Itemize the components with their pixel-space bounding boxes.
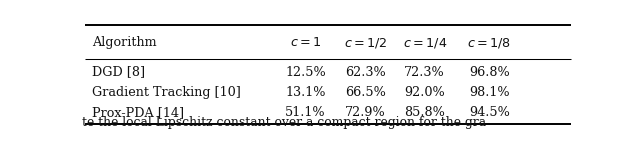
- Text: Prox-PDA [14]: Prox-PDA [14]: [92, 106, 184, 119]
- Text: $c=1/2$: $c=1/2$: [344, 36, 387, 50]
- Text: 12.5%: 12.5%: [285, 66, 326, 79]
- Text: 13.1%: 13.1%: [285, 86, 326, 99]
- Text: 62.3%: 62.3%: [345, 66, 385, 79]
- Text: 94.5%: 94.5%: [468, 106, 509, 119]
- Text: 66.5%: 66.5%: [345, 86, 386, 99]
- Text: 98.1%: 98.1%: [469, 86, 509, 99]
- Text: 96.8%: 96.8%: [469, 66, 509, 79]
- Text: 72.9%: 72.9%: [345, 106, 385, 119]
- Text: 72.3%: 72.3%: [404, 66, 445, 79]
- Text: Algorithm: Algorithm: [92, 36, 157, 49]
- Text: $c=1/8$: $c=1/8$: [467, 36, 511, 50]
- Text: $c=1/4$: $c=1/4$: [403, 36, 447, 50]
- Text: $c=1$: $c=1$: [290, 36, 321, 49]
- Text: DGD [8]: DGD [8]: [92, 66, 145, 79]
- Text: Gradient Tracking [10]: Gradient Tracking [10]: [92, 86, 241, 99]
- Text: 85.8%: 85.8%: [404, 106, 445, 119]
- Text: 92.0%: 92.0%: [404, 86, 445, 99]
- Text: te the local Lipschitz constant over a compact region for the gra: te the local Lipschitz constant over a c…: [83, 116, 486, 129]
- Text: 51.1%: 51.1%: [285, 106, 326, 119]
